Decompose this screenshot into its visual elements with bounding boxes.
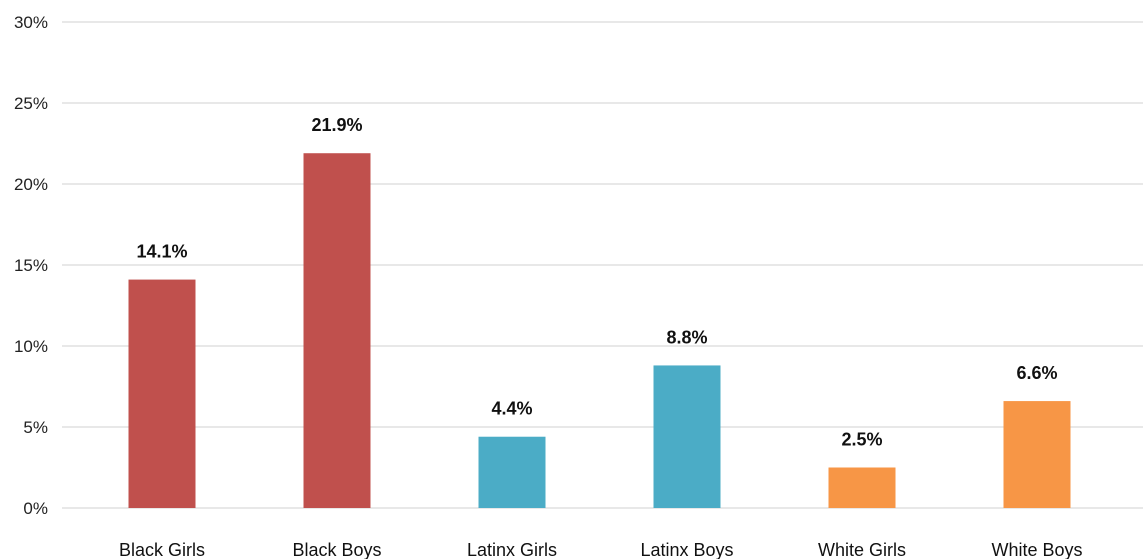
data-label: 14.1% xyxy=(136,242,187,262)
y-tick-label: 10% xyxy=(14,337,48,356)
x-axis-categories: Black Girls Black Boys Latinx Girls Latinx … xyxy=(119,540,1083,559)
bar xyxy=(653,365,721,508)
y-tick-label: 25% xyxy=(14,94,48,113)
y-tick-label: 5% xyxy=(23,418,48,437)
data-label: 21.9% xyxy=(311,115,362,135)
bar xyxy=(828,467,896,508)
gridlines xyxy=(62,21,1143,509)
y-tick-label: 15% xyxy=(14,256,48,275)
bar xyxy=(303,153,371,508)
category-label: Latinx Girls xyxy=(467,540,557,559)
category-label: Black Girls xyxy=(119,540,205,559)
category-label: White Girls xyxy=(818,540,906,559)
bars xyxy=(128,153,1071,508)
data-label: 4.4% xyxy=(491,399,532,419)
data-label: 2.5% xyxy=(841,430,882,450)
data-labels: 14.1% 21.9% 4.4% 8.8% 2.5% 6.6% xyxy=(136,115,1057,449)
y-tick-label: 20% xyxy=(14,175,48,194)
y-axis-ticks: 0% 5% 10% 15% 20% 25% 30% xyxy=(14,13,48,518)
y-tick-label: 30% xyxy=(14,13,48,32)
category-label: White Boys xyxy=(991,540,1082,559)
bar xyxy=(128,279,196,508)
data-label: 6.6% xyxy=(1016,363,1057,383)
bar xyxy=(478,436,546,508)
y-tick-label: 0% xyxy=(23,499,48,518)
category-label: Latinx Boys xyxy=(640,540,733,559)
category-label: Black Boys xyxy=(292,540,381,559)
bar xyxy=(1003,401,1071,508)
data-label: 8.8% xyxy=(666,327,707,347)
